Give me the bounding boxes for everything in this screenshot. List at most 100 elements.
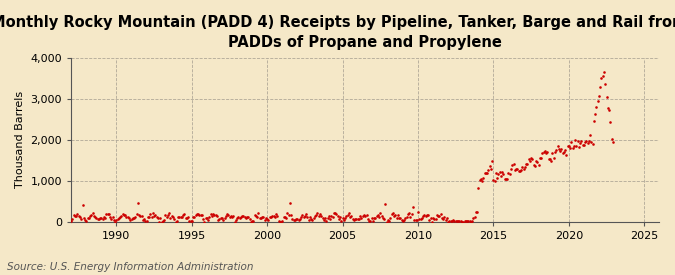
- Point: [541, 151, 551, 155]
- Point: [164, 211, 175, 215]
- Point: [174, 214, 185, 219]
- Point: [209, 213, 220, 217]
- Point: [360, 214, 371, 219]
- Point: [488, 177, 499, 182]
- Point: [272, 213, 283, 218]
- Point: [581, 139, 592, 143]
- Point: [74, 214, 84, 218]
- Point: [606, 136, 617, 141]
- Point: [599, 69, 610, 74]
- Point: [446, 218, 456, 223]
- Title: Monthly Rocky Mountain (PADD 4) Receipts by Pipeline, Tanker, Barge and Rail fro: Monthly Rocky Mountain (PADD 4) Receipts…: [0, 15, 675, 50]
- Point: [511, 167, 522, 171]
- Point: [404, 211, 414, 215]
- Point: [398, 219, 408, 223]
- Point: [204, 215, 215, 219]
- Point: [186, 218, 197, 223]
- Point: [81, 219, 92, 223]
- Point: [370, 215, 381, 220]
- Point: [136, 214, 147, 218]
- Point: [383, 218, 394, 222]
- Point: [347, 216, 358, 221]
- Point: [202, 216, 213, 221]
- Point: [371, 214, 382, 218]
- Point: [462, 219, 472, 223]
- Point: [386, 212, 397, 216]
- Point: [454, 219, 465, 223]
- Point: [301, 212, 312, 216]
- Point: [387, 211, 398, 216]
- Point: [300, 214, 310, 219]
- Point: [275, 219, 286, 224]
- Point: [205, 212, 216, 217]
- Point: [365, 219, 376, 224]
- Point: [287, 217, 298, 221]
- Point: [484, 163, 495, 168]
- Point: [390, 213, 401, 217]
- Point: [427, 219, 437, 224]
- Point: [593, 98, 603, 103]
- Text: Source: U.S. Energy Information Administration: Source: U.S. Energy Information Administ…: [7, 262, 253, 272]
- Point: [124, 216, 134, 220]
- Point: [487, 159, 497, 163]
- Point: [583, 141, 593, 146]
- Point: [128, 216, 138, 220]
- Point: [460, 219, 471, 223]
- Point: [323, 214, 334, 219]
- Point: [602, 106, 613, 110]
- Point: [497, 169, 508, 174]
- Point: [248, 218, 259, 223]
- Point: [345, 214, 356, 219]
- Point: [179, 212, 190, 216]
- Point: [578, 142, 589, 147]
- Point: [232, 216, 242, 220]
- Point: [180, 215, 191, 220]
- Point: [421, 213, 432, 217]
- Point: [520, 162, 531, 166]
- Point: [583, 138, 594, 143]
- Point: [142, 215, 153, 219]
- Point: [547, 151, 558, 156]
- Point: [522, 162, 533, 166]
- Point: [542, 150, 553, 155]
- Point: [596, 76, 607, 80]
- Point: [533, 163, 544, 167]
- Point: [532, 160, 543, 164]
- Point: [147, 211, 158, 215]
- Point: [296, 214, 306, 219]
- Point: [76, 216, 86, 221]
- Point: [333, 217, 344, 222]
- Point: [539, 148, 550, 153]
- Point: [393, 213, 404, 218]
- Point: [218, 218, 229, 223]
- Point: [373, 213, 383, 218]
- Point: [304, 215, 315, 220]
- Point: [262, 216, 273, 221]
- Point: [192, 212, 202, 216]
- Point: [332, 213, 343, 218]
- Point: [466, 219, 477, 224]
- Point: [423, 213, 433, 218]
- Point: [319, 218, 329, 222]
- Point: [498, 172, 509, 177]
- Point: [341, 214, 352, 218]
- Point: [501, 177, 512, 182]
- Point: [116, 213, 127, 218]
- Point: [78, 215, 89, 220]
- Point: [556, 147, 567, 152]
- Point: [93, 216, 104, 221]
- Point: [336, 218, 347, 223]
- Point: [303, 218, 314, 222]
- Point: [452, 218, 462, 223]
- Point: [170, 219, 181, 224]
- Point: [435, 212, 446, 216]
- Point: [513, 168, 524, 173]
- Point: [220, 214, 231, 218]
- Point: [65, 219, 76, 224]
- Point: [352, 217, 363, 222]
- Point: [346, 213, 357, 218]
- Point: [281, 216, 292, 220]
- Point: [510, 168, 520, 172]
- Point: [233, 215, 244, 219]
- Point: [433, 213, 443, 218]
